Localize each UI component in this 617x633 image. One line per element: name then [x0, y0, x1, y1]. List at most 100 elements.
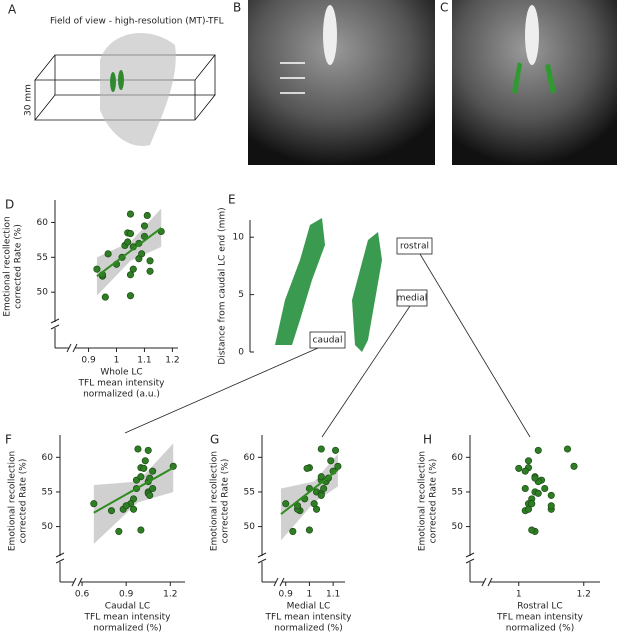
brain-render: [100, 33, 176, 146]
connector: [124, 253, 531, 438]
data-point: [320, 484, 328, 493]
data-point: [317, 445, 325, 453]
x-axis-label: TFL mean intensity: [265, 613, 353, 623]
x-axis-label: Whole LC: [100, 368, 142, 378]
data-point: [126, 230, 135, 238]
data-point: [140, 464, 148, 472]
x-axis-label: normalized (%): [274, 624, 342, 633]
axis-break: [465, 552, 475, 558]
y-axis-label: corrected Rate (%): [429, 459, 439, 544]
scale-label: 30 mm: [24, 84, 34, 116]
mri-feature: [525, 5, 539, 65]
y-tick-label: 55: [452, 487, 463, 497]
lc-overlay: [512, 62, 522, 94]
y-axis-label: Emotional recollection: [8, 451, 18, 551]
data-point: [137, 526, 145, 534]
data-point: [327, 457, 335, 465]
axis-break: [50, 324, 60, 330]
mri-image: [248, 0, 435, 165]
x-axis-label: normalized (a.u.): [83, 390, 160, 400]
data-point: [563, 445, 572, 453]
data-point: [528, 526, 536, 534]
data-point: [289, 527, 297, 535]
y-tick-label: 10: [233, 233, 245, 243]
x-axis-label: TFL mean intensity: [78, 379, 166, 389]
y-tick-label: 50: [37, 288, 49, 298]
data-point: [531, 474, 539, 482]
y-axis-label: corrected Rate (%): [14, 224, 24, 309]
regression-line: [280, 468, 339, 515]
y-axis-label: Emotional recollection: [418, 451, 428, 551]
data-point: [107, 507, 116, 515]
data-point: [524, 457, 533, 465]
data-point: [122, 502, 130, 510]
data-point: [138, 250, 146, 258]
data-point: [126, 210, 135, 218]
data-point: [521, 484, 529, 493]
data-point: [547, 491, 555, 499]
lc-render-3d: [275, 218, 325, 345]
x-axis-label: normalized (%): [93, 624, 161, 633]
y-axis-label: Distance from caudal LC end (mm): [218, 207, 228, 364]
data-point: [570, 462, 578, 470]
axis-break: [66, 343, 72, 353]
x-axis-label: TFL mean intensity: [84, 613, 172, 623]
data-point: [146, 257, 154, 265]
y-tick-label: 50: [244, 522, 256, 532]
panel-label: E: [228, 193, 236, 207]
data-point: [305, 526, 313, 534]
x-tick-label: 1: [516, 590, 522, 600]
data-point: [334, 462, 342, 470]
y-tick-label: 60: [244, 453, 256, 463]
data-point: [101, 293, 109, 301]
y-axis-label: corrected Rate (%): [19, 459, 29, 544]
data-point: [129, 505, 138, 513]
data-point: [126, 271, 135, 279]
regression-line: [96, 227, 162, 277]
y-axis-label: corrected Rate (%): [221, 459, 231, 544]
y-tick-label: 50: [42, 522, 54, 532]
lc-overlay: [545, 64, 556, 94]
data-point: [528, 500, 536, 508]
region-label: caudal: [313, 336, 343, 346]
x-tick-label: 1.1: [137, 356, 151, 366]
data-point: [90, 500, 98, 508]
arrows: [280, 62, 305, 94]
data-point: [331, 446, 340, 454]
data-point: [547, 502, 555, 510]
y-tick-label: 60: [452, 453, 464, 463]
axis-break: [257, 552, 267, 558]
data-point: [134, 445, 142, 453]
y-tick-label: 0: [238, 348, 244, 358]
data-point: [93, 265, 101, 273]
data-point: [146, 267, 154, 275]
x-tick-label: 1: [307, 590, 313, 600]
axis-break: [487, 577, 493, 587]
panel-label: B: [233, 1, 241, 15]
mri-feature: [323, 5, 337, 65]
x-tick-label: 1.2: [577, 590, 591, 600]
x-axis-label: Rostral LC: [517, 602, 562, 612]
lc-render: [118, 70, 124, 90]
regression-line: [93, 466, 174, 514]
data-point: [149, 484, 157, 493]
data-point: [137, 473, 145, 481]
data-point: [129, 265, 137, 273]
x-tick-label: 1: [114, 356, 120, 366]
y-tick-label: 5: [238, 290, 244, 300]
data-point: [534, 446, 542, 454]
axis-break: [72, 343, 78, 353]
x-tick-label: 0.9: [279, 590, 294, 600]
data-point: [534, 489, 542, 497]
panel-label: H: [423, 433, 432, 447]
y-tick-label: 55: [37, 253, 48, 263]
y-tick-label: 55: [42, 487, 53, 497]
y-tick-label: 60: [42, 453, 54, 463]
data-point: [317, 473, 325, 481]
x-tick-label: 0.6: [75, 590, 90, 600]
axis-break: [279, 577, 285, 587]
panel-title: Field of view - high-resolution (MT)-TFL: [50, 17, 224, 27]
data-point: [144, 446, 152, 454]
x-tick-label: 0.9: [119, 590, 134, 600]
